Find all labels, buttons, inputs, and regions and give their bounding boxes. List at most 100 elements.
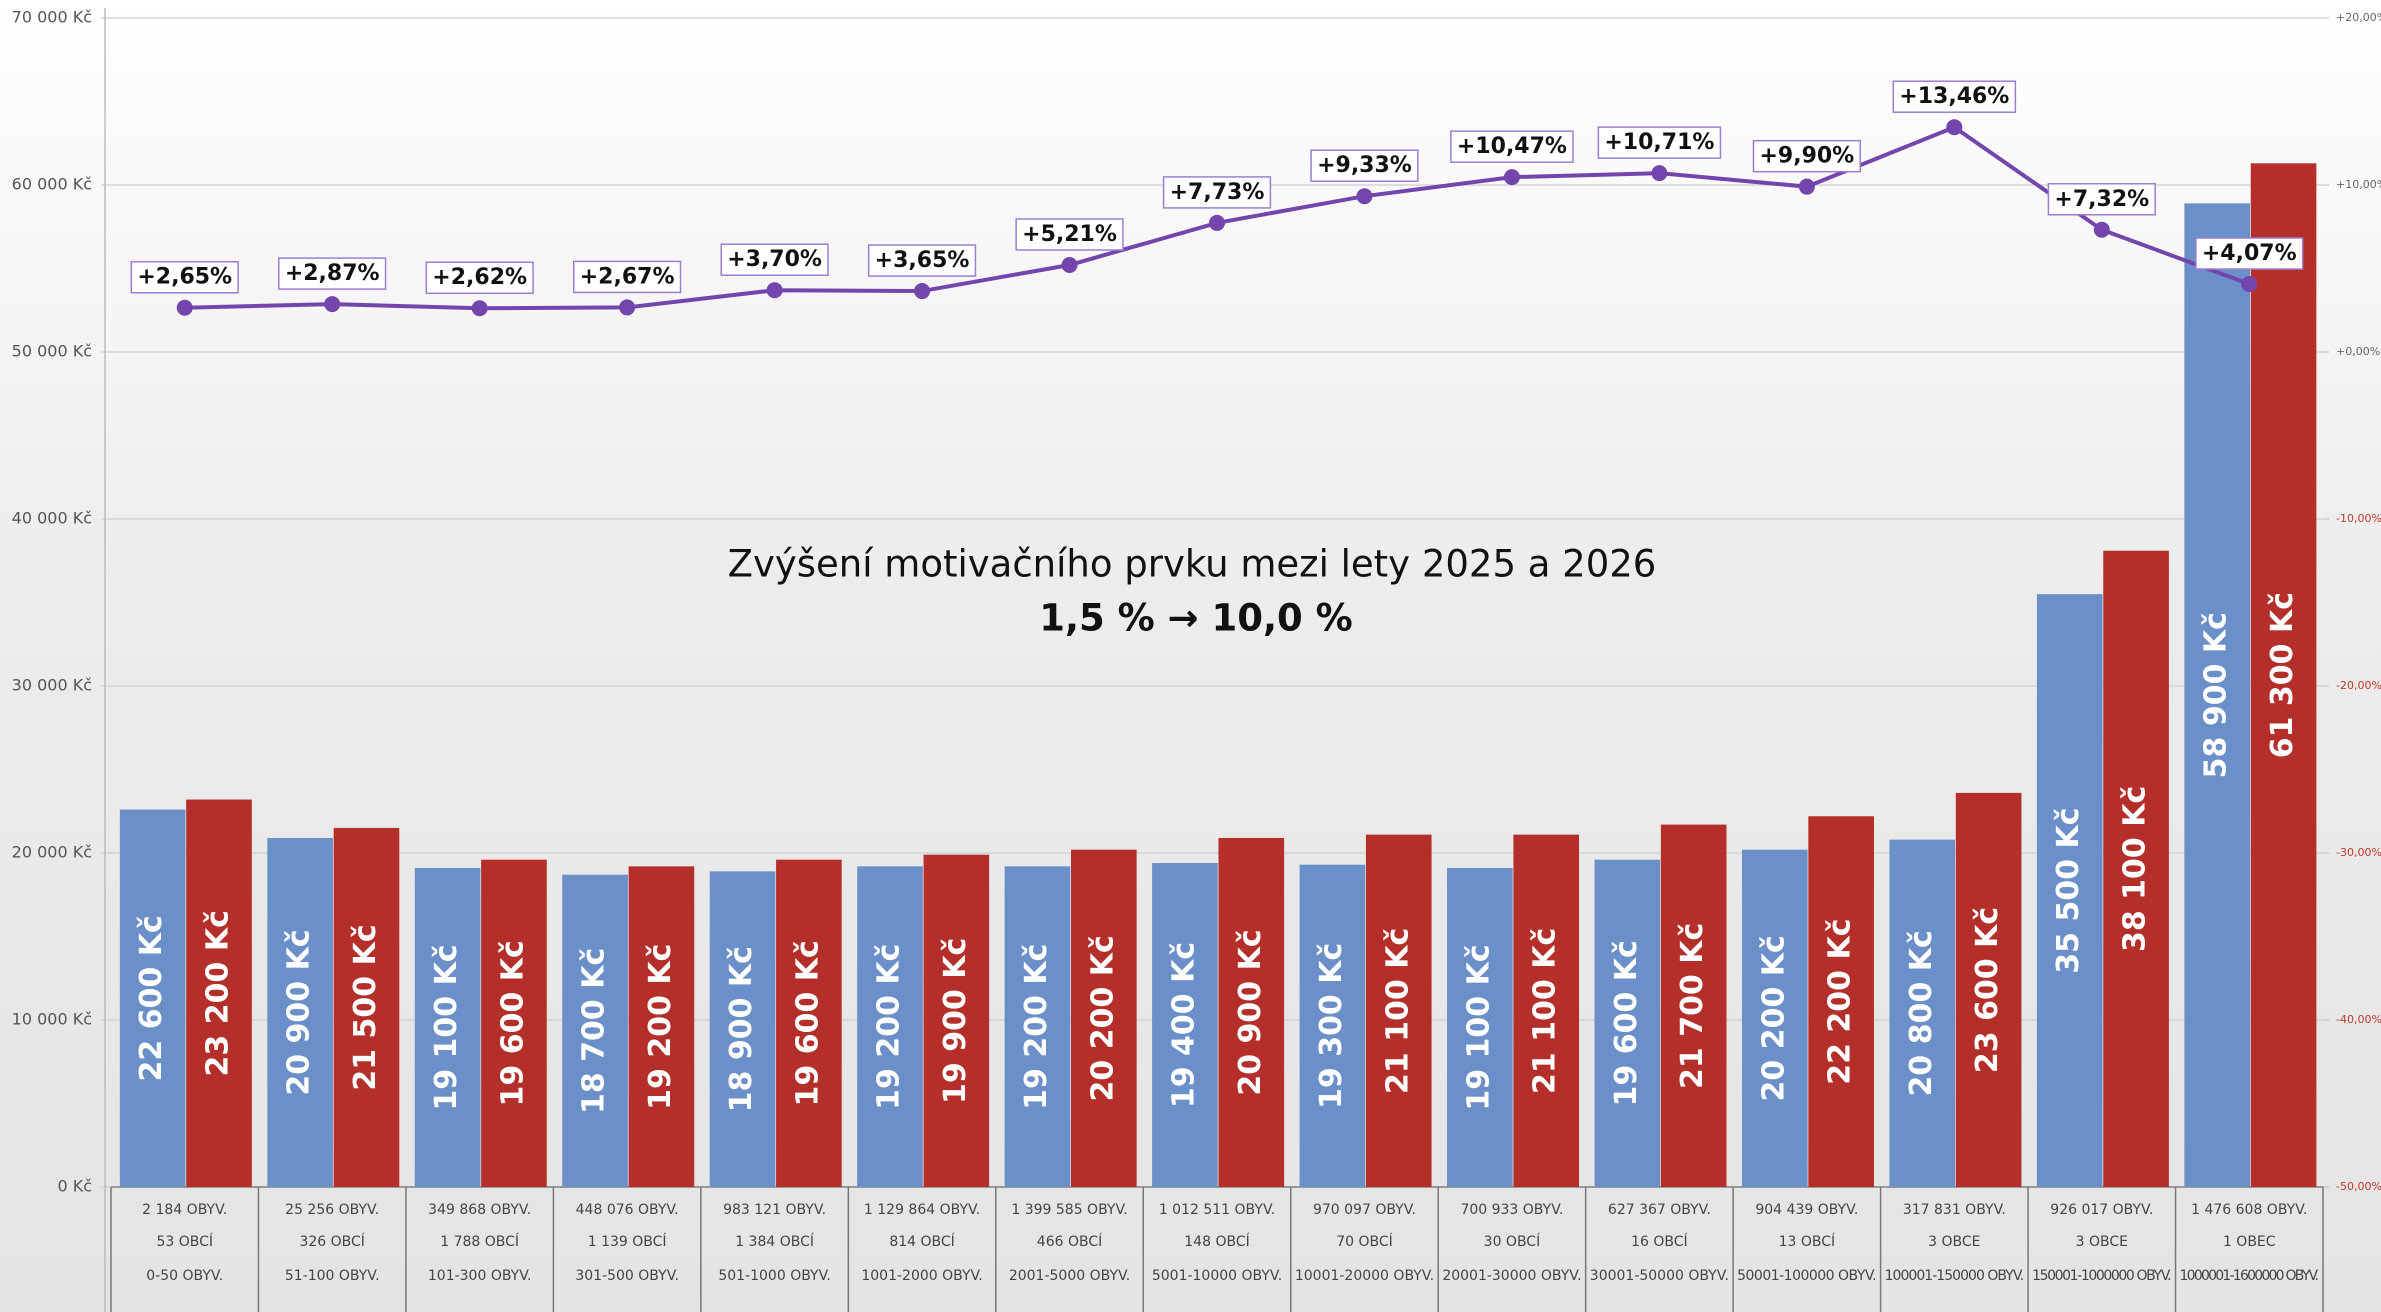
data-label: 61 300 Kč [2265,592,2300,758]
bar [1218,837,1285,1187]
data-label: 19 100 Kč [1461,944,1496,1110]
bar [1004,866,1071,1187]
bar [1152,863,1218,1187]
data-label: 19 200 Kč [1019,944,1054,1110]
annotation: Zvýšení motivačního prvku mezi lety 2025… [728,543,1657,586]
y2-tick-label: +20,00% [2336,11,2381,24]
bar [1955,792,2022,1187]
x-tick-label: 3 OBCE [1928,1234,1980,1250]
data-label: 19 600 Kč [790,940,825,1106]
bar [414,868,481,1187]
data-label: 20 900 Kč [1233,929,1268,1095]
x-tick-label: 466 OBCÍ [1037,1233,1102,1250]
x-tick-label: 301-500 OBYV. [575,1268,679,1284]
line-point [176,299,193,316]
data-label: +2,67% [580,264,675,289]
data-label: 20 200 Kč [1756,935,1791,1101]
data-label: +13,46% [1899,84,2009,109]
x-tick-label: 700 933 OBYV. [1460,1202,1563,1218]
data-label-box [425,261,534,294]
x-tick-label: 349 868 OBYV. [428,1202,531,1218]
data-label: +3,70% [727,247,822,272]
line-point [1356,188,1373,205]
y2-tick-label: -20,00% [2336,679,2381,692]
x-tick-label: 50001-100000 OBYV. [1737,1268,1876,1284]
bar [776,859,842,1187]
line-point [1651,165,1668,182]
bar [333,827,400,1187]
data-label: 38 100 Kč [2118,786,2153,952]
bar [628,866,695,1187]
bar [2184,203,2251,1187]
data-label: 19 300 Kč [1314,943,1349,1109]
line-point [2241,276,2258,293]
line-point [1503,169,1520,186]
data-label: 22 200 Kč [1823,918,1858,1084]
data-label: 18 700 Kč [577,948,612,1114]
x-tick-label: 317 831 OBYV. [1903,1202,2006,1218]
data-label: 21 700 Kč [1675,923,1710,1089]
data-label: +7,73% [1170,180,1265,205]
x-tick-label: 814 OBCÍ [889,1233,954,1250]
data-label: +2,62% [432,265,527,290]
x-tick-label: 30001-50000 OBYV. [1590,1268,1729,1284]
bar [1447,868,1513,1187]
data-label: 22 600 Kč [134,915,169,1081]
bar [1660,824,1727,1187]
x-tick-label: 1 012 511 OBYV. [1159,1202,1275,1218]
y-tick-label: 20 000 Kč [12,843,92,862]
data-label-box [130,260,239,294]
bar [119,809,186,1187]
bar [1365,834,1432,1187]
line-point [619,299,636,316]
data-label: +4,07% [2202,241,2297,266]
x-tick-label: 1000001-1600000 OBYV. [2180,1268,2319,1284]
x-tick-label: 1 788 OBCÍ [440,1233,519,1250]
x-tick-label: 20001-30000 OBYV. [1442,1268,1581,1284]
bar [923,854,990,1187]
data-label-box [1162,176,1272,209]
y-tick-label: 40 000 Kč [12,509,92,528]
bar [857,866,923,1187]
y-tick-label: 0 Kč [57,1177,92,1196]
x-tick-label: 2001-5000 OBYV. [1009,1268,1130,1284]
x-tick-label: 983 121 OBYV. [723,1202,826,1218]
bar [1594,859,1661,1187]
x-tick-label: 627 367 OBYV. [1608,1202,1711,1218]
data-label: 19 400 Kč [1166,942,1201,1108]
data-label-box [1892,80,2017,113]
data-label: 21 500 Kč [348,924,383,1090]
annotation: 1,5 % → 10,0 % [1039,597,1353,640]
x-tick-label: 326 OBCÍ [299,1233,364,1250]
data-label-box [1015,218,1124,251]
data-label: 35 500 Kč [2051,807,2086,973]
y2-tick-label: +10,00% [2336,178,2381,191]
data-label: +2,65% [137,265,232,290]
bar [2250,163,2317,1188]
data-label-box [720,243,829,276]
data-label: 19 600 Kč [495,940,530,1106]
data-label: +7,32% [2054,187,2149,212]
x-tick-label: 1 139 OBCÍ [588,1233,667,1250]
y2-tick-label: -40,00% [2336,1013,2381,1026]
data-label: 23 600 Kč [1970,907,2005,1073]
data-label: 18 900 Kč [724,946,759,1112]
bar [2036,594,2103,1187]
data-label: 19 600 Kč [1609,940,1644,1106]
data-label: +2,87% [285,261,380,286]
y-tick-label: 30 000 Kč [12,676,92,695]
y-tick-label: 10 000 Kč [12,1010,92,1029]
y-tick-label: 70 000 Kč [12,8,92,27]
data-label: +3,65% [875,248,970,273]
x-tick-label: 1 476 608 OBYV. [2191,1202,2307,1218]
data-label-box [2195,237,2304,270]
x-tick-label: 10001-20000 OBYV. [1295,1268,1434,1284]
data-label: 21 100 Kč [1380,928,1415,1094]
line-point [766,282,783,299]
data-label-box [1310,149,1419,182]
y2-tick-label: -30,00% [2336,846,2381,859]
x-tick-label: 51-100 OBYV. [285,1268,380,1284]
line-point [914,283,931,300]
line-point [2093,221,2110,238]
